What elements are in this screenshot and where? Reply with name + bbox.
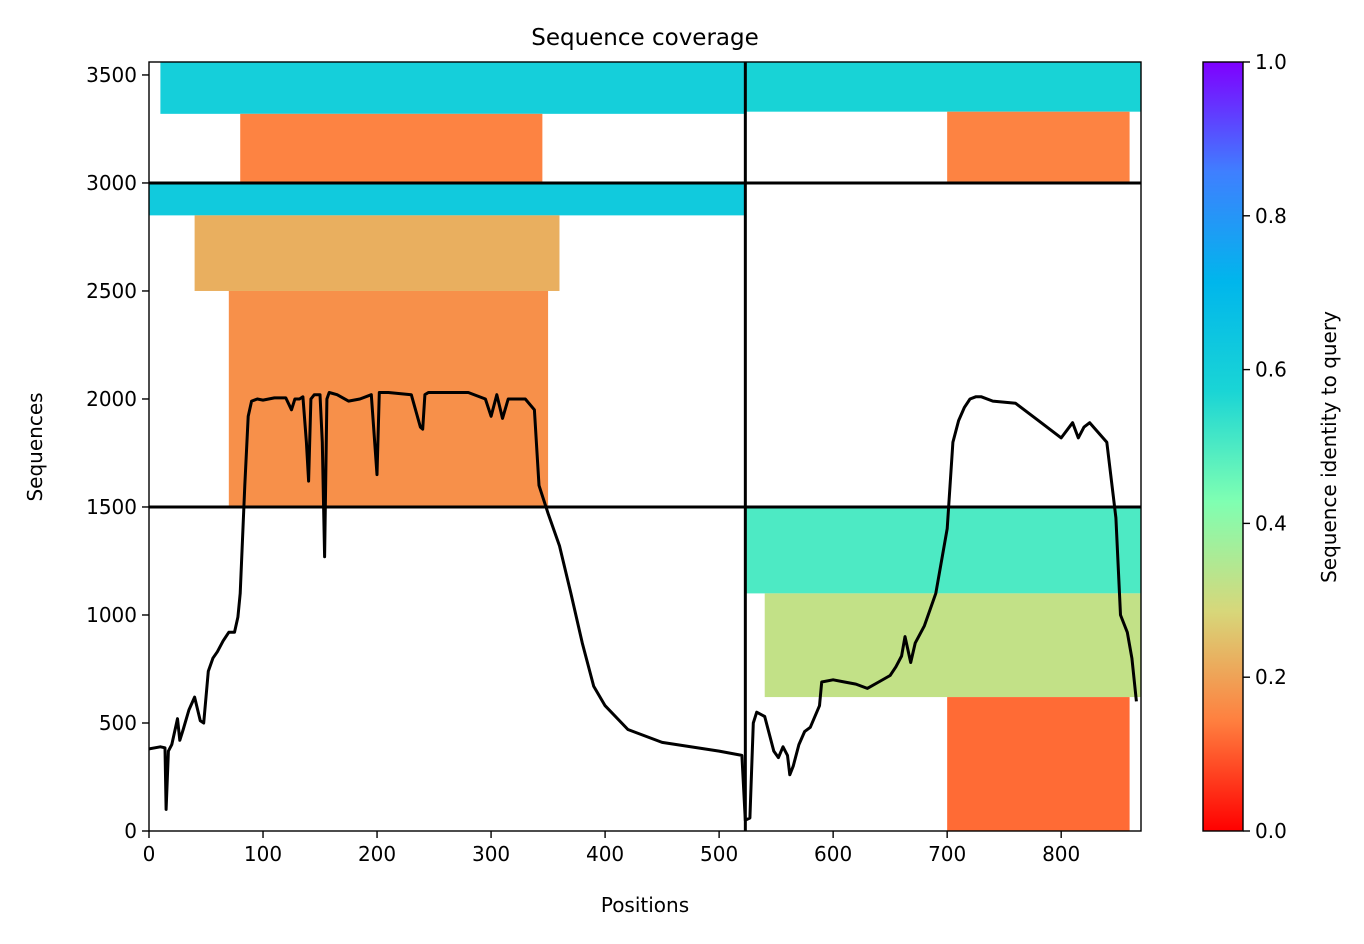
colorbar-tick-label: 0.0 — [1255, 819, 1287, 843]
plot-frame — [148, 61, 1142, 832]
colorbar-tick-label: 1.0 — [1255, 50, 1287, 74]
x-tick-label: 300 — [472, 842, 510, 866]
x-tick-label: 800 — [1042, 842, 1080, 866]
heatmap-block — [240, 113, 543, 183]
heatmap-block — [947, 697, 1130, 831]
y-axis-label: Sequences — [23, 392, 47, 501]
colorbar-ticks: 0.0 0.2 0.4 0.6 0.8 1.0 — [1243, 50, 1287, 843]
y-tick-label: 1500 — [86, 495, 137, 519]
x-tick-label: 500 — [700, 842, 738, 866]
y-axis: 0 500 1000 1500 2000 2500 3000 3500 — [86, 63, 149, 843]
heatmap-block — [149, 182, 746, 216]
heatmap-block — [745, 62, 1141, 112]
x-tick-label: 600 — [814, 842, 852, 866]
y-tick-label: 500 — [99, 711, 137, 735]
x-tick-label: 100 — [244, 842, 282, 866]
chart-title: Sequence coverage — [531, 25, 759, 51]
colorbar-tick-label: 0.6 — [1255, 358, 1287, 382]
y-tick-label: 1000 — [86, 603, 137, 627]
x-tick-label: 200 — [358, 842, 396, 866]
plot-area — [149, 62, 1141, 831]
colorbar-label: Sequence identity to query — [1317, 311, 1341, 583]
y-tick-label: 0 — [124, 819, 137, 843]
x-tick-label: 400 — [586, 842, 624, 866]
x-axis: 0 100 200 300 400 500 600 700 800 — [143, 831, 1080, 866]
x-axis-label: Positions — [601, 893, 689, 917]
colorbar: 0.0 0.2 0.4 0.6 0.8 1.0 Sequence identity to … — [1202, 50, 1341, 843]
colorbar-tick-label: 0.8 — [1255, 204, 1287, 228]
coverage-heatmap — [149, 62, 1141, 831]
colorbar-tick-label: 0.2 — [1255, 665, 1287, 689]
colorbar-tick-label: 0.4 — [1255, 511, 1287, 535]
x-tick-label: 0 — [143, 842, 156, 866]
heatmap-block — [947, 111, 1130, 183]
y-tick-label: 2500 — [86, 279, 137, 303]
y-tick-label: 3000 — [86, 171, 137, 195]
colorbar-gradient — [1202, 61, 1244, 832]
heatmap-block — [160, 62, 746, 114]
segment-dividers — [149, 62, 1141, 831]
y-tick-label: 2000 — [86, 387, 137, 411]
x-tick-label: 700 — [928, 842, 966, 866]
heatmap-block — [194, 215, 560, 291]
y-tick-label: 3500 — [86, 63, 137, 87]
coverage-line — [149, 391, 1138, 822]
